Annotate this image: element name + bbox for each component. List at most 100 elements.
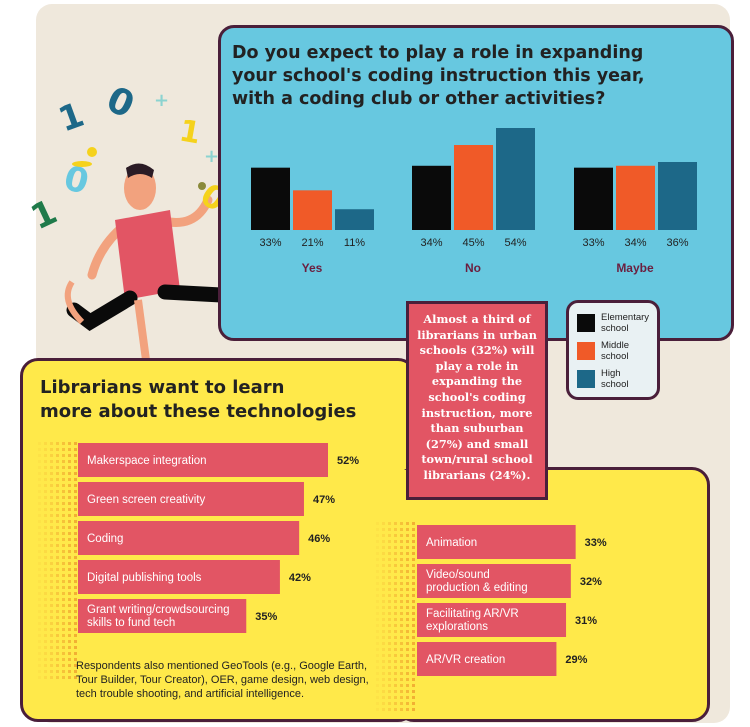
tech-bar-value-label: 46% (308, 533, 330, 545)
pattern-dot (44, 466, 47, 469)
pattern-dot (44, 514, 47, 517)
pattern-dot (376, 636, 379, 639)
pattern-dot (406, 522, 409, 525)
pattern-dot (406, 642, 409, 645)
coding-category-label: Maybe (616, 261, 654, 275)
pattern-dot (44, 658, 47, 661)
pattern-dot (56, 544, 59, 547)
pattern-dot (68, 448, 71, 451)
pattern-dot (74, 520, 77, 523)
pattern-dot (44, 496, 47, 499)
pattern-dot (382, 540, 385, 543)
pattern-dot (394, 702, 397, 705)
pattern-dot (394, 606, 397, 609)
pattern-dot (394, 546, 397, 549)
pattern-dot (50, 604, 53, 607)
pattern-dot (62, 496, 65, 499)
pattern-dot (412, 642, 415, 645)
pattern-dot (382, 624, 385, 627)
pattern-dot (388, 564, 391, 567)
pattern-dot (38, 628, 41, 631)
tech-bar-value-label: 31% (575, 615, 597, 627)
pattern-dot (38, 622, 41, 625)
pattern-dot (400, 654, 403, 657)
pattern-dot (376, 684, 379, 687)
pattern-dot (376, 612, 379, 615)
pattern-dot (400, 564, 403, 567)
pattern-dot (412, 528, 415, 531)
pattern-dot (406, 654, 409, 657)
pattern-dot (62, 526, 65, 529)
pattern-dot (400, 570, 403, 573)
tech-bar-label: Coding (87, 533, 123, 545)
tech-bar-value-label: 35% (255, 611, 277, 623)
pattern-dot (38, 556, 41, 559)
pattern-dot (406, 612, 409, 615)
pattern-dot (388, 600, 391, 603)
pattern-dot (412, 540, 415, 543)
pattern-dot (394, 540, 397, 543)
pattern-dot (412, 636, 415, 639)
pattern-dot (50, 676, 53, 679)
pattern-dot (38, 460, 41, 463)
pattern-dot (376, 594, 379, 597)
pattern-dot (388, 654, 391, 657)
pattern-dot (74, 484, 77, 487)
pattern-dot (406, 570, 409, 573)
pattern-dot (50, 622, 53, 625)
pattern-dot (394, 648, 397, 651)
pattern-dot (50, 538, 53, 541)
pattern-dot (56, 502, 59, 505)
pattern-dot (412, 546, 415, 549)
pattern-dot (400, 534, 403, 537)
technologies-title-line: more about these technologies (40, 401, 357, 422)
callout-line: librarians in urban (417, 327, 537, 342)
pattern-dot (62, 670, 65, 673)
pattern-dot (376, 624, 379, 627)
tech-bar-label: Green screen creativity (87, 494, 205, 506)
pattern-dot (74, 454, 77, 457)
pattern-dot (50, 496, 53, 499)
pattern-dot (62, 622, 65, 625)
pattern-dot (68, 616, 71, 619)
pattern-dot (74, 616, 77, 619)
pattern-dot (50, 520, 53, 523)
pattern-dot (62, 610, 65, 613)
pattern-dot (412, 624, 415, 627)
technologies-title: Librarians want to learn more about thes… (40, 376, 380, 424)
pattern-dot (376, 678, 379, 681)
pattern-dot (382, 702, 385, 705)
pattern-dot (62, 502, 65, 505)
tech-bar-label: Facilitating AR/VR (426, 608, 519, 620)
pattern-dot (44, 604, 47, 607)
pattern-dot (44, 664, 47, 667)
pattern-dot (62, 652, 65, 655)
callout-line: schools (32%) will (419, 343, 535, 358)
pattern-dot (56, 568, 59, 571)
pattern-dot (400, 600, 403, 603)
pattern-dot (376, 690, 379, 693)
urban-callout-box (406, 301, 548, 500)
pattern-dot (44, 580, 47, 583)
pattern-dot (62, 664, 65, 667)
pattern-dot (62, 442, 65, 445)
pattern-dot (376, 630, 379, 633)
pattern-dot (38, 640, 41, 643)
pattern-dot (376, 642, 379, 645)
tech-bar-value-label: 47% (313, 494, 335, 506)
pattern-dot (412, 648, 415, 651)
pattern-dot (74, 508, 77, 511)
pattern-dot (394, 636, 397, 639)
pattern-dot (74, 604, 77, 607)
pattern-dot (68, 580, 71, 583)
tech-bar-label: Grant writing/crowdsourcing (87, 604, 230, 616)
pattern-dot (62, 472, 65, 475)
pattern-dot (50, 652, 53, 655)
pattern-dot (56, 556, 59, 559)
pattern-dot (44, 532, 47, 535)
tech-bar (417, 525, 576, 559)
pattern-dot (62, 580, 65, 583)
callout-line: Almost a third of (423, 312, 531, 326)
pattern-dot (56, 550, 59, 553)
coding-bar (412, 165, 451, 230)
